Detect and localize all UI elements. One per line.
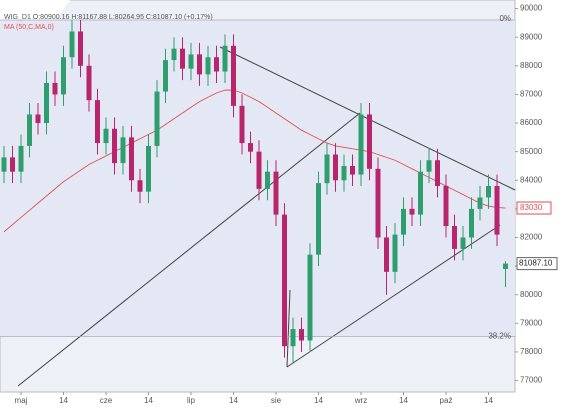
- candle-body: [316, 183, 321, 255]
- candle-body: [112, 128, 117, 164]
- candle-body: [1, 157, 7, 172]
- candle-body: [367, 114, 372, 169]
- candle-body: [197, 54, 202, 75]
- close-price-box: [516, 257, 558, 271]
- candle-body: [341, 165, 347, 181]
- y-tick-label: 80000: [520, 290, 543, 299]
- y-tick-label: 78000: [520, 347, 543, 356]
- candle-body: [95, 100, 100, 144]
- candle-body: [44, 82, 49, 124]
- x-tick-label: 14: [229, 396, 238, 405]
- candle-body: [146, 145, 151, 192]
- candle-body: [171, 48, 177, 61]
- y-tick-label: 84000: [520, 175, 543, 184]
- candle-body: [120, 137, 126, 164]
- candle-body: [18, 145, 24, 172]
- candle-body: [78, 31, 83, 66]
- candle-body: [469, 208, 474, 238]
- candle-body: [375, 168, 381, 238]
- candle-body: [307, 254, 313, 341]
- header: WIG_D1 O:80900.16 H:81167.88 L:80264.95 …: [4, 14, 213, 21]
- candle-body: [290, 329, 296, 347]
- candle-body: [103, 128, 109, 144]
- y-tick-label: 86000: [520, 118, 543, 127]
- candle-body: [324, 154, 330, 184]
- ma-price-label: 83030: [520, 203, 543, 212]
- candle-body: [129, 137, 134, 181]
- candle-body: [86, 65, 92, 101]
- x-tick-label: 14: [144, 396, 153, 405]
- x-tick-label: lip: [187, 396, 196, 405]
- candle-body: [452, 226, 457, 249]
- candle-body: [265, 171, 270, 189]
- ma-price-box: [516, 201, 552, 215]
- candle-body: [401, 208, 406, 235]
- x-tick-label: 14: [399, 396, 408, 405]
- candle-body: [188, 54, 194, 69]
- candle-body: [282, 214, 287, 347]
- candle-body: [205, 57, 211, 75]
- y-tick-label: 90000: [520, 4, 543, 13]
- candle-body: [486, 185, 491, 198]
- candle-body: [418, 171, 423, 215]
- candle-body: [231, 45, 236, 106]
- candle-body: [256, 151, 262, 189]
- candle-body: [384, 237, 389, 272]
- candle-body: [426, 160, 432, 172]
- x-tick-label: maj: [15, 396, 28, 405]
- fib-label: 0%: [499, 14, 511, 23]
- candle-body: [10, 157, 15, 172]
- x-tick-label: cze: [100, 396, 113, 405]
- x-tick-label: sie: [271, 396, 282, 405]
- candle-body: [503, 263, 508, 269]
- x-tick-label: paź: [440, 396, 453, 405]
- candle-body: [299, 329, 304, 341]
- candle-body: [214, 57, 219, 72]
- candle-body: [180, 48, 185, 69]
- candle-body: [392, 234, 398, 272]
- candle-body: [477, 197, 483, 209]
- candle-body: [239, 105, 245, 144]
- x-tick-label: 14: [59, 396, 68, 405]
- y-tick-label: 89000: [520, 32, 543, 41]
- candle-body: [154, 91, 160, 146]
- candle-body: [460, 237, 466, 249]
- candle-body: [35, 114, 41, 124]
- candle-body: [333, 154, 338, 181]
- candle-body: [443, 185, 449, 227]
- close-price-label: 81087.10: [519, 259, 553, 268]
- candle-body: [273, 171, 279, 215]
- candle-body: [248, 143, 253, 152]
- candle-body: [27, 114, 32, 146]
- y-tick-label: 85000: [520, 147, 543, 156]
- trend-line: [286, 289, 291, 368]
- x-tick-label: wrz: [354, 396, 367, 405]
- trend-line: [17, 112, 361, 387]
- candle-body: [409, 208, 415, 215]
- candle-body: [222, 45, 228, 72]
- y-tick-label: 87000: [520, 90, 543, 99]
- candle-body: [494, 185, 500, 235]
- candle-body: [350, 165, 355, 175]
- ma-legend: MA (50,C,MA,0): [4, 24, 54, 31]
- candle-body: [358, 114, 364, 175]
- y-tick-label: 82000: [520, 233, 543, 242]
- candle-body: [61, 57, 66, 95]
- x-tick-label: 14: [484, 396, 493, 405]
- candle-body: [69, 31, 75, 58]
- y-tick-label: 79000: [520, 318, 543, 327]
- y-tick-label: 77000: [520, 376, 543, 385]
- candle-body: [52, 82, 58, 95]
- y-tick-label: 88000: [520, 61, 543, 70]
- fib-label: 38.2%: [488, 332, 511, 341]
- candle-body: [163, 60, 168, 92]
- x-tick-label: 14: [314, 396, 323, 405]
- candle-body: [435, 160, 440, 186]
- candle-body: [137, 180, 143, 192]
